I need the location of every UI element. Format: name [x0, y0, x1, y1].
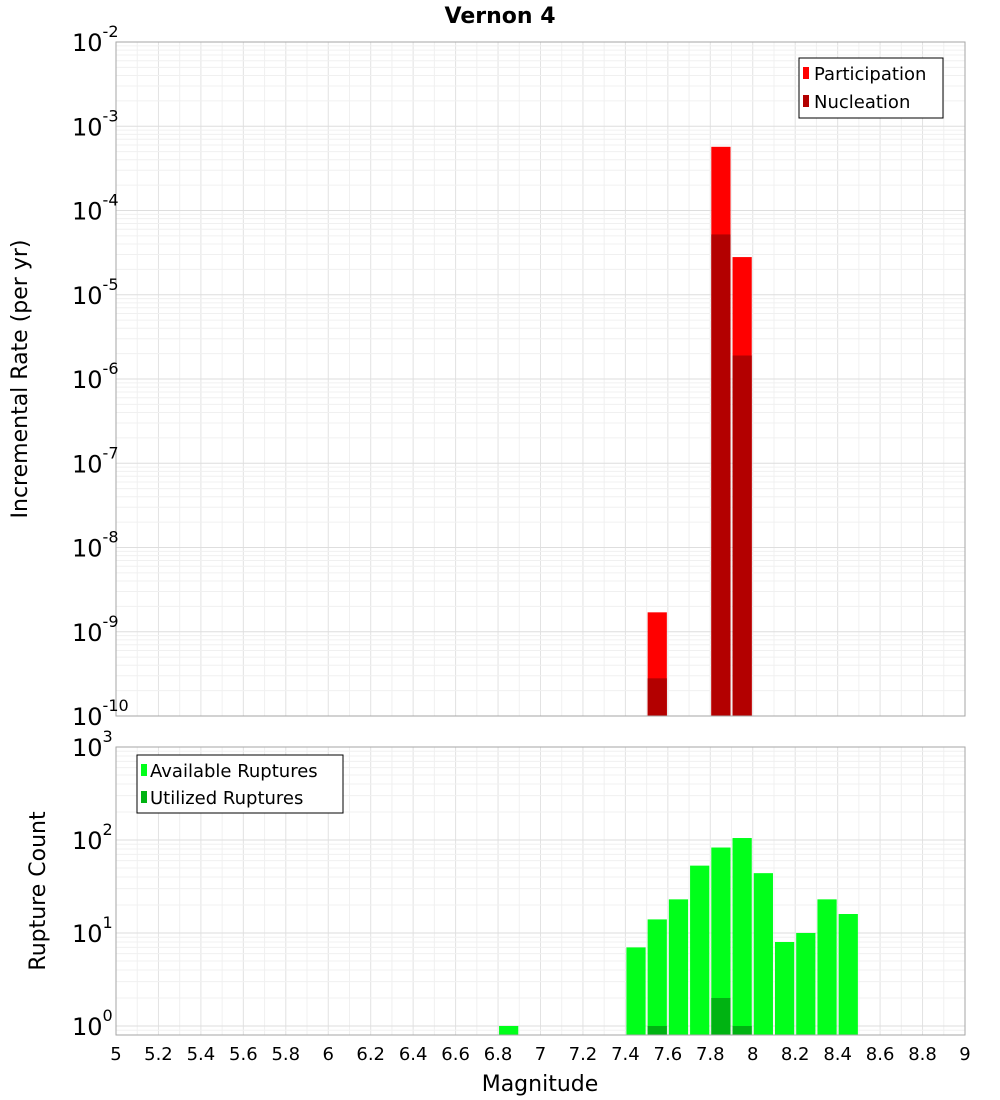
x-tick-label: 7.6: [654, 1044, 683, 1065]
top-legend-box: [798, 57, 944, 119]
top-y-tick-label: 10-5: [72, 275, 119, 310]
bottom-bar-available-ruptures: [796, 932, 816, 1035]
bottom-y-ticks: 100 101 102 103: [72, 727, 113, 1041]
top-plot-frame: [115, 41, 966, 717]
bottom-legend: Available Ruptures Utilized Ruptures: [136, 754, 344, 814]
bottom-bar-available-ruptures: [647, 919, 667, 1035]
x-tick-label: 6: [323, 1044, 334, 1065]
top-y-tick-label: 10-4: [72, 191, 119, 226]
top-y-tick-label: 10-7: [72, 443, 119, 478]
x-axis-label: Magnitude: [482, 1072, 599, 1097]
available-ruptures-legend-swatch: [141, 764, 147, 776]
x-tick-label: 5.6: [229, 1044, 258, 1065]
bottom-bar-available-ruptures: [690, 865, 710, 1035]
nucleation-legend-swatch: [803, 95, 809, 107]
bottom-panel: 100 101 102 103 Rupture Count Available Rup…: [26, 727, 966, 1041]
top-legend: Participation Nucleation: [798, 57, 944, 119]
utilized-ruptures-legend-label: Utilized Ruptures: [150, 788, 303, 809]
bottom-bar-available-ruptures: [668, 899, 689, 1035]
participation-legend-swatch: [803, 67, 809, 79]
top-bars: [647, 146, 752, 717]
bottom-bars: [499, 838, 858, 1035]
bottom-plot-frame: [115, 746, 966, 1036]
bottom-bar-available-ruptures: [626, 947, 646, 1035]
top-bar-nucleation: [732, 355, 752, 716]
participation-legend-label: Participation: [814, 64, 926, 85]
x-tick-label: 5.2: [144, 1044, 173, 1065]
bottom-bar-available-ruptures: [499, 1025, 519, 1035]
bottom-bar-utilized-ruptures: [732, 1025, 752, 1035]
bottom-bar-available-ruptures: [817, 899, 837, 1035]
top-y-tick-label: 10-9: [72, 612, 119, 647]
x-tick-label: 7.8: [696, 1044, 725, 1065]
top-y-tick-label: 10-10: [72, 696, 129, 731]
x-tick-label: 7: [535, 1044, 546, 1065]
bottom-y-axis-label: Rupture Count: [26, 811, 51, 971]
bottom-y-tick-label: 100: [72, 1006, 113, 1041]
bottom-y-tick-label: 102: [72, 820, 113, 855]
x-tick-label: 8.2: [781, 1044, 810, 1065]
bottom-bar-utilized-ruptures: [647, 1025, 667, 1035]
top-y-tick-label: 10-2: [72, 22, 119, 57]
available-ruptures-legend-label: Available Ruptures: [150, 761, 318, 782]
x-tick-label: 6.2: [356, 1044, 385, 1065]
top-y-tick-label: 10-3: [72, 106, 119, 141]
bottom-bar-available-ruptures: [732, 838, 752, 1035]
bottom-bar-available-ruptures: [774, 942, 795, 1035]
x-tick-label: 5.8: [271, 1044, 300, 1065]
chart-title: Vernon 4: [445, 4, 556, 29]
x-tick-label: 6.4: [399, 1044, 428, 1065]
top-y-axis-label: Incremental Rate (per yr): [8, 240, 33, 519]
x-ticks: 5 5.2 5.4 5.6 5.8 6 6.2 6.4 6.6 6.8 7 7.2 7.4 7.6 7.8 8…: [110, 1044, 970, 1065]
utilized-ruptures-legend-swatch: [141, 791, 147, 803]
top-panel: 10-10 10-9 10-8 10-7 10-6 10-5 10-4 10-3 10-2 In…: [8, 22, 966, 731]
bottom-y-tick-label: 103: [72, 727, 113, 762]
x-tick-label: 5.4: [187, 1044, 216, 1065]
x-tick-label: 8: [747, 1044, 758, 1065]
top-y-tick-label: 10-8: [72, 528, 119, 563]
top-y-tick-label: 10-6: [72, 359, 119, 394]
top-grid: [115, 41, 966, 717]
x-tick-label: 7.4: [611, 1044, 640, 1065]
x-tick-label: 6.8: [484, 1044, 513, 1065]
x-tick-label: 5: [110, 1044, 121, 1065]
top-y-ticks: 10-10 10-9 10-8 10-7 10-6 10-5 10-4 10-3 10-2: [72, 22, 129, 731]
top-bar-nucleation: [711, 234, 731, 717]
top-bar-nucleation: [647, 678, 667, 716]
x-tick-label: 8.6: [866, 1044, 895, 1065]
x-tick-label: 8.8: [908, 1044, 937, 1065]
x-tick-label: 6.6: [441, 1044, 470, 1065]
x-tick-label: 9: [959, 1044, 970, 1065]
bottom-y-tick-label: 101: [72, 913, 113, 948]
bottom-bar-available-ruptures: [753, 873, 773, 1035]
bottom-bar-utilized-ruptures: [711, 997, 731, 1035]
nucleation-legend-label: Nucleation: [814, 92, 910, 113]
x-tick-label: 7.2: [569, 1044, 598, 1065]
bottom-legend-box: [136, 754, 344, 814]
bottom-bar-available-ruptures: [838, 914, 858, 1035]
bottom-bar-available-ruptures: [711, 847, 731, 1035]
x-tick-label: 8.4: [823, 1044, 852, 1065]
